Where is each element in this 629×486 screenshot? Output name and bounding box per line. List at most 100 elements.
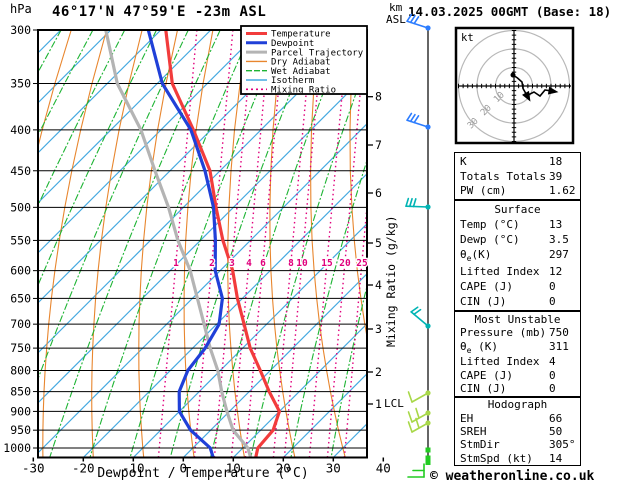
- km-tick-label: 6: [375, 186, 382, 200]
- temp-tick-label: 40: [376, 461, 391, 476]
- panel-row: Totals Totals 39: [455, 170, 580, 183]
- panel-row: Lifted Index 12: [455, 265, 580, 278]
- panel-section-header: Surface: [494, 202, 541, 216]
- mixing-ratio-value: 6: [260, 258, 266, 269]
- mixing-ratio-value: 10: [296, 258, 308, 269]
- temp-tick-label: -10: [122, 461, 145, 476]
- panel-row: θe(K) 297: [455, 248, 580, 263]
- panel-row-value: 12: [549, 265, 563, 279]
- wind-barb: [406, 112, 431, 130]
- wind-barb: [405, 197, 431, 210]
- panel-row-label: SREH: [460, 424, 487, 438]
- pressure-tick-label: 750: [10, 341, 31, 355]
- panel-row: EH 66: [455, 412, 580, 425]
- pressure-axis: 300 350 400 450 500 550 600 650 700 750 800 850 900 9…: [3, 23, 367, 455]
- pressure-tick-label: 900: [10, 404, 31, 418]
- isotherm-line: [38, 30, 312, 304]
- mixing-ratio-value: 20: [339, 258, 351, 269]
- mixing-ratio-value: 2: [209, 258, 215, 269]
- panel-row-value: 18: [549, 154, 563, 168]
- mixing-ratio-value: 4: [246, 258, 252, 269]
- panel-row-value: 311: [549, 339, 569, 353]
- panel-row-label: Dewp (°C): [460, 232, 520, 246]
- panel-row-value: 50: [549, 424, 563, 438]
- dry-adiabat-line: [310, 30, 346, 458]
- isotherm-line: [82, 172, 367, 458]
- mixing-ratio-line: [157, 30, 198, 458]
- panel-row-value: 3.5: [549, 232, 569, 246]
- station-title: 46°17'N 47°59'E -23m ASL: [52, 4, 267, 20]
- pressure-tick-label: 650: [10, 291, 31, 305]
- mixing-ratio-line: [272, 30, 313, 458]
- pressure-tick-label: 700: [10, 317, 31, 331]
- temp-tick-label: 10: [226, 461, 241, 476]
- altitude-axis-asl: ASL: [386, 13, 406, 26]
- temp-tick-label: -30: [22, 461, 45, 476]
- isotherm-line: [38, 72, 367, 404]
- panel-row: StmDir 305°: [455, 438, 580, 451]
- background-grid: [0, 30, 629, 465]
- mixing-ratio-line: [326, 30, 367, 458]
- mixing-ratio-axis-label: Mixing Ratio (g/kg): [384, 215, 398, 347]
- hodograph-arrowhead: [522, 90, 531, 102]
- pressure-tick-label: 550: [10, 233, 31, 247]
- panel-section: K 18 Totals Totals 39 PW (cm) 1.62: [454, 152, 581, 200]
- isotherm-line: [0, 30, 11, 458]
- panel-row-label: Lifted Index: [460, 265, 540, 279]
- dry-adiabat-line: [91, 30, 143, 458]
- panel-row-label: CIN (J): [460, 382, 507, 396]
- wet-adiabat-line: [129, 30, 285, 458]
- mixing-ratio-value: 1: [173, 258, 179, 269]
- wet-adiabat-line: [38, 30, 189, 381]
- plot-border: [37, 29, 368, 459]
- panel-row: PW (cm) 1.62: [455, 184, 580, 197]
- panel-row-value: 0: [549, 294, 556, 308]
- isotherm-line: [232, 322, 367, 458]
- hodograph-unit-label: kt: [461, 32, 474, 44]
- km-tick-label: 7: [375, 138, 382, 152]
- panel-section: Most Unstable Pressure (mb) 750 θe (K) 311 Li…: [454, 311, 581, 397]
- panel-row-label: EH: [460, 411, 474, 425]
- panel-row: SREH 50: [455, 425, 580, 438]
- panel-row-label: StmDir: [460, 438, 500, 452]
- mixing-ratio-labels: 1 2 3 4 6 8 10 15 20 25: [172, 257, 369, 271]
- panel-row-value: 39: [549, 169, 563, 183]
- panel-row-label: CAPE (J): [460, 280, 513, 293]
- panel-row-label: Temp (°C): [460, 217, 520, 231]
- lcl-label: LCL: [384, 397, 404, 410]
- pressure-tick-label: 1000: [3, 441, 31, 455]
- panel-section: Surface Temp (°C) 13 Dewp (°C) 3.5 θe(K) 297 Li…: [454, 200, 581, 311]
- panel-row: CAPE (J) 0: [455, 369, 580, 382]
- panel-row-label: CIN (J): [460, 294, 507, 308]
- panel-row-value: 297: [549, 247, 569, 261]
- sounding-curves: [104, 30, 281, 458]
- km-tick-label: 5: [375, 236, 382, 250]
- isotherm-line: [38, 30, 262, 254]
- hodograph-ring-label: 10: [492, 90, 507, 105]
- parcel-curve: [104, 30, 253, 458]
- panel-row-value: 66: [549, 411, 563, 425]
- panel-row: CIN (J) 0: [455, 382, 580, 395]
- altitude-axis: 1 2 3 4 5 6 7 8: [367, 90, 382, 411]
- pressure-tick-label: 850: [10, 385, 31, 399]
- wind-barb: [425, 447, 431, 453]
- panel-row-value: 13: [549, 217, 563, 231]
- panel-row-value: 750: [549, 326, 569, 340]
- panel-row-label: θe(K): [460, 247, 492, 264]
- isotherm-line: [38, 30, 112, 104]
- dry-adiabat-line: [269, 30, 296, 458]
- dry-adiabat-line: [38, 30, 72, 150]
- km-tick-label: 2: [375, 365, 382, 379]
- panel-row-label: Totals Totals: [460, 169, 547, 183]
- isotherm-line: [182, 272, 367, 458]
- wind-barb: [406, 13, 431, 31]
- km-tick-label: 4: [375, 278, 382, 292]
- panel-row: θe (K) 311: [455, 340, 580, 355]
- temp-tick-label: 30: [326, 461, 341, 476]
- dry-adiabat-line: [603, 30, 629, 465]
- panel-row: Pressure (mb) 750: [455, 326, 580, 339]
- mixing-ratio-line: [230, 30, 271, 458]
- temp-tick-label: -20: [72, 461, 95, 476]
- datetime-label: 14.03.2025 00GMT (Base: 18): [408, 4, 612, 19]
